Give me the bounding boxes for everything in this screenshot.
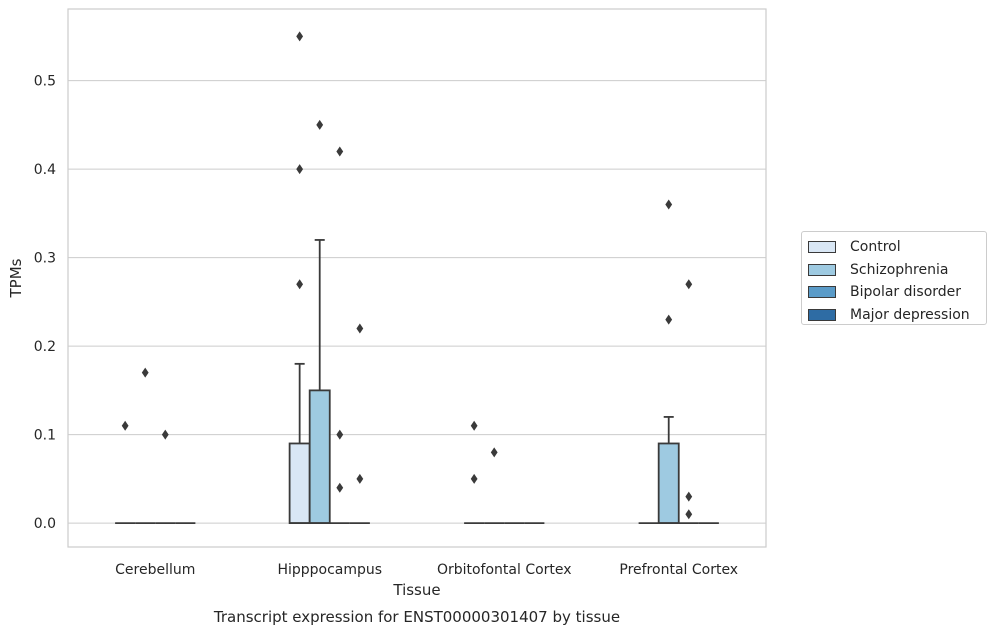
legend-label: Bipolar disorder — [850, 284, 962, 301]
legend-swatch — [808, 308, 836, 321]
legend-item: Major depression — [802, 304, 986, 327]
box-group — [308, 239, 331, 525]
legend-label: Major depression — [850, 306, 970, 323]
box — [657, 442, 680, 525]
outlier-point — [685, 509, 693, 520]
y-tick-label: 0.3 — [34, 251, 56, 267]
legend-swatch — [808, 263, 836, 276]
legend-swatch — [808, 241, 836, 254]
box — [308, 389, 331, 525]
legend: Control Schizophrenia Bipolar disorder Majo… — [801, 231, 987, 325]
y-tick-label: 0.4 — [34, 162, 56, 178]
outlier-point — [121, 420, 129, 431]
outlier-point — [356, 473, 364, 484]
box-group — [657, 416, 680, 525]
y-tick-label: 0.5 — [34, 74, 56, 90]
outlier-point — [296, 31, 304, 42]
outlier-point — [141, 367, 149, 378]
outlier-point — [685, 491, 693, 502]
outlier-point — [665, 199, 673, 210]
x-tick-label: Cerebellum — [115, 562, 195, 578]
y-tick-label: 0.1 — [34, 428, 56, 444]
outlier-point — [470, 473, 478, 484]
y-tick-label: 0.0 — [34, 516, 56, 532]
y-axis-label: TPMs — [7, 258, 25, 298]
y-tick-label: 0.2 — [34, 339, 56, 355]
box-group — [288, 362, 311, 525]
outlier-point — [490, 447, 498, 458]
outlier-point — [296, 279, 304, 290]
outlier-point — [336, 146, 344, 157]
legend-swatch — [808, 286, 836, 299]
y-axis-ticks: 0.0 0.1 0.2 0.3 0.4 0.5 — [34, 74, 56, 532]
outlier-point — [356, 323, 364, 334]
outlier-point — [296, 164, 304, 175]
x-tick-label: Prefrontal Cortex — [619, 562, 738, 578]
x-axis-ticks: Cerebellum Hipppocampus Orbitofontal Corte… — [115, 562, 738, 578]
chart-caption: Transcript expression for ENST0000030140… — [213, 608, 620, 626]
legend-item: Bipolar disorder — [802, 281, 986, 304]
legend-item: Control — [802, 236, 986, 259]
x-tick-label: Hipppocampus — [277, 562, 382, 578]
legend-label: Schizophrenia — [850, 261, 949, 278]
outlier-point — [470, 420, 478, 431]
plot-frame — [67, 8, 767, 548]
outlier-point — [336, 482, 344, 493]
x-tick-label: Orbitofontal Cortex — [437, 562, 572, 578]
box — [288, 442, 311, 525]
legend-item: Schizophrenia — [802, 259, 986, 282]
outlier-point — [161, 429, 169, 440]
outlier-points — [121, 31, 693, 520]
outlier-point — [665, 314, 673, 325]
outlier-point — [685, 279, 693, 290]
outlier-point — [336, 429, 344, 440]
x-axis-label: Tissue — [392, 581, 440, 599]
legend-label: Control — [850, 239, 901, 256]
outlier-point — [316, 119, 324, 130]
box-plots — [115, 239, 719, 525]
